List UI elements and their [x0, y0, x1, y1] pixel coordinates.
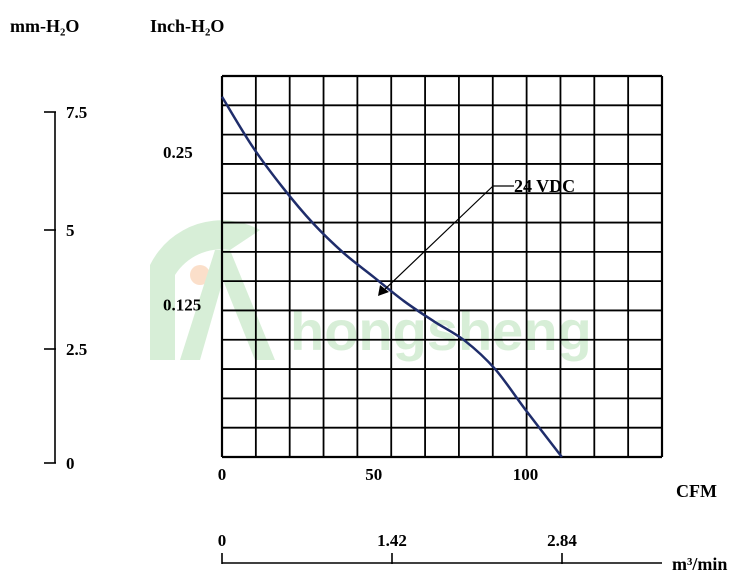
m3min-tick-label: 0	[218, 531, 227, 550]
inch-h2o-axis-label: Inch-H₂O	[150, 16, 224, 36]
svg-text:hongsheng: hongsheng	[290, 299, 592, 362]
m3min-axis-label: m³/min	[672, 554, 727, 574]
watermark-logo: hongsheng	[150, 220, 592, 362]
mm-h2o-tick-label: 0	[66, 454, 75, 473]
m3min-tick-label: 1.42	[377, 531, 407, 550]
m3min-ticks: 0 1.42 2.84	[218, 531, 577, 564]
cfm-tick-label: 100	[513, 465, 539, 484]
m3min-tick-label: 2.84	[547, 531, 577, 550]
cfm-tick-label: 0	[218, 465, 227, 484]
inch-h2o-tick-label: 0.25	[163, 143, 193, 162]
mm-h2o-axis-label: mm-H₂O	[10, 16, 79, 36]
cfm-ticks: 0 50 100	[218, 465, 538, 484]
series-24vdc-line	[220, 96, 563, 458]
inch-h2o-ticks: 0.25 0.125	[163, 143, 201, 314]
annotation-24vdc: 24 VDC	[378, 176, 575, 296]
mm-h2o-tick-label: 5	[66, 221, 75, 240]
annotation-label: 24 VDC	[514, 176, 575, 196]
inch-h2o-tick-label: 0.125	[163, 296, 201, 315]
cfm-axis-label: CFM	[676, 481, 717, 501]
plot-grid	[220, 74, 664, 459]
mm-h2o-tick-label: 2.5	[66, 340, 87, 359]
cfm-tick-label: 50	[365, 465, 382, 484]
mm-h2o-ticks: 7.5 5 2.5 0	[44, 103, 87, 473]
mm-h2o-tick-label: 7.5	[66, 103, 87, 122]
